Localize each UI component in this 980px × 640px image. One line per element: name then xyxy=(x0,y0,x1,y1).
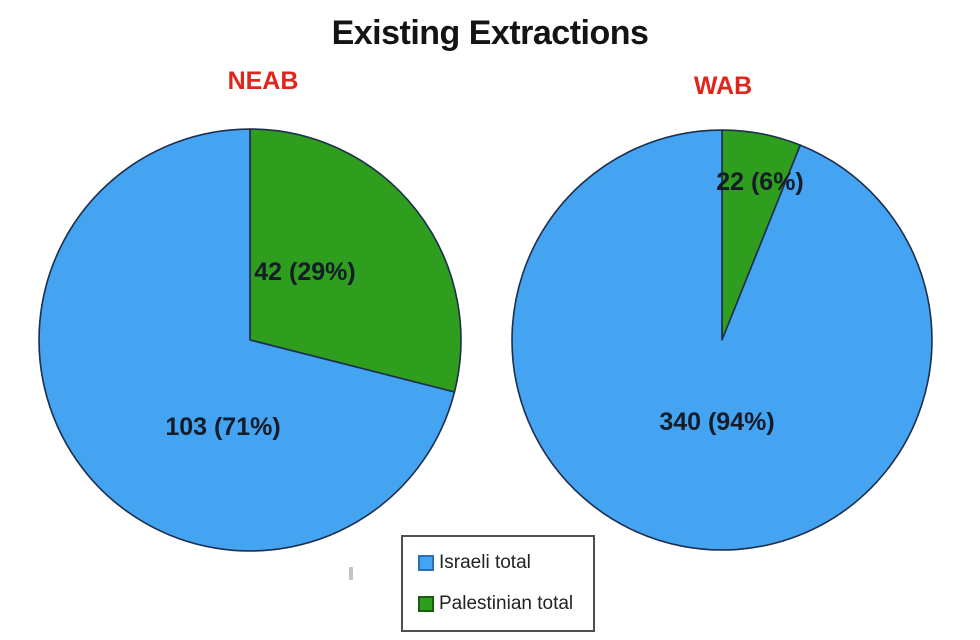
pie-chart-neab xyxy=(38,128,462,552)
legend-label-palestinian: Palestinian total xyxy=(439,593,574,614)
legend-label-israeli: Israeli total xyxy=(439,552,531,573)
legend-box: Israeli total Palestinian total xyxy=(401,535,595,632)
slice-label-neab-israeli: 103 (71%) xyxy=(165,413,281,441)
legend-swatch-palestinian xyxy=(418,596,434,612)
pie-slice-israeli-total xyxy=(511,129,933,551)
slice-label-neab-palestinian: 42 (29%) xyxy=(254,258,356,286)
legend-swatch-israeli xyxy=(418,555,434,571)
pie-title-neab: NEAB xyxy=(227,67,299,95)
pie-slice-palestinian-total xyxy=(249,128,462,393)
pie-title-wab: WAB xyxy=(693,72,753,100)
pie-slice-israeli-total xyxy=(38,128,456,552)
stray-tick-mark xyxy=(349,567,353,580)
chart-title: Existing Extractions xyxy=(331,14,649,52)
slice-label-wab-israeli: 340 (94%) xyxy=(659,408,775,436)
legend-item-israeli: Israeli total xyxy=(418,552,593,574)
legend-item-palestinian: Palestinian total xyxy=(418,593,593,615)
pie-chart-wab xyxy=(511,129,933,551)
slice-label-wab-palestinian: 22 (6%) xyxy=(716,168,804,196)
